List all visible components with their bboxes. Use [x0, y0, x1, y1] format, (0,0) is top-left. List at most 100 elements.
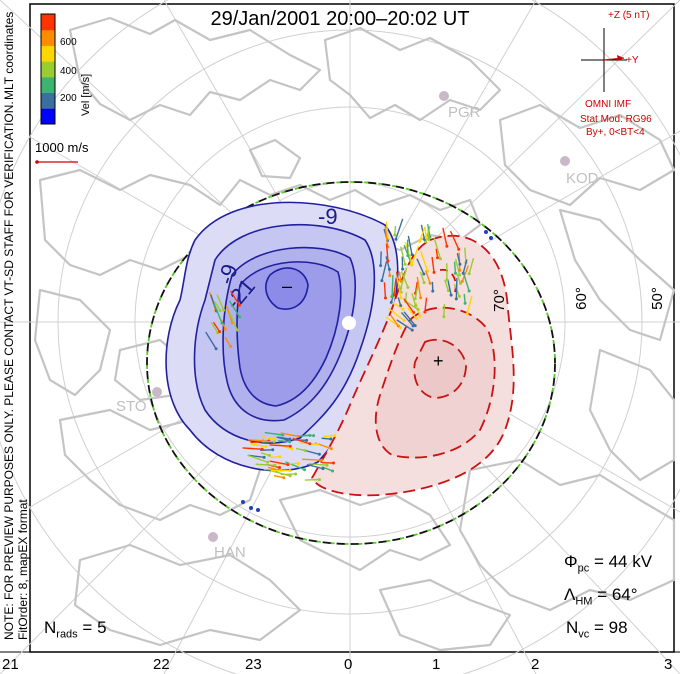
velocity-vector-origin	[218, 309, 222, 313]
velocity-vector-origin	[442, 315, 446, 319]
preview-note: NOTE: FOR PREVIEW PURPOSES ONLY. PLEASE …	[2, 101, 16, 640]
velocity-vector-origin	[410, 253, 414, 257]
velocity-vector-origin	[398, 326, 402, 330]
velocity-vector-origin	[389, 300, 393, 304]
coastlines	[33, 16, 676, 652]
velocity-vector-origin	[272, 437, 276, 441]
stat-lambda: ΛHM = 64°	[564, 585, 638, 607]
imf-clock-dial	[581, 28, 627, 92]
stat-nrads-value: = 5	[82, 618, 107, 637]
velocity-vector-origin	[399, 296, 403, 300]
pole-marker	[342, 316, 356, 330]
velocity-vector	[419, 271, 425, 283]
velocity-vector-origin	[288, 474, 292, 478]
stat-lambda-symbol: Λ	[564, 585, 576, 604]
velocity-vector-origin	[446, 288, 450, 292]
velocity-vector-origin	[411, 324, 415, 328]
imf-y-label: +Y	[626, 55, 639, 66]
mlt-label-23: 23	[245, 656, 262, 673]
velocity-vector	[392, 302, 404, 310]
stat-lambda-value: = 64°	[597, 585, 638, 604]
velocity-vector	[404, 242, 413, 263]
velocity-vector-origin	[423, 310, 427, 314]
velocity-vector-origin	[317, 478, 321, 482]
colorbar-tick-600: 600	[60, 37, 77, 48]
mlt-label-21: 21	[2, 656, 19, 673]
latitude-label-70: 70°	[490, 289, 508, 312]
colorbar-tick-200: 200	[60, 93, 77, 104]
velocity-vector	[414, 281, 418, 294]
velocity-colorbar	[41, 14, 55, 125]
colorbar-segment	[41, 45, 55, 62]
velocity-vector-origin	[399, 304, 403, 308]
velocity-vector	[449, 230, 460, 250]
colorbar-segment	[41, 92, 55, 109]
velocity-vector-origin	[383, 296, 387, 300]
velocity-vector-origin	[249, 506, 253, 510]
stat-nvc: Nvc = 98	[566, 618, 628, 640]
velocity-vector	[250, 443, 267, 448]
velocity-vector	[400, 311, 414, 327]
colorbar-segment	[41, 61, 55, 78]
velocity-vector	[394, 225, 397, 236]
velocity-vector-origin	[458, 281, 462, 285]
velocity-vector-origin	[418, 314, 422, 318]
stat-lambda-subscript: HM	[575, 595, 593, 608]
velocity-vector-origin	[457, 294, 461, 298]
velocity-vector-origin	[461, 271, 465, 275]
velocity-vector	[407, 307, 418, 320]
velocity-vector	[416, 258, 425, 275]
velocity-vector	[431, 256, 435, 273]
velocity-vector-origin	[403, 262, 407, 266]
velocity-vector-origin	[410, 328, 414, 332]
velocity-vector-origin	[379, 264, 383, 268]
colorbar-segment	[41, 76, 55, 94]
velocity-vector-origin	[458, 262, 462, 266]
stat-phi-subscript: pc	[577, 562, 590, 575]
stat-nvc-value: = 98	[594, 618, 628, 637]
velocity-vector	[224, 336, 232, 347]
velocity-vector	[214, 301, 221, 311]
velocity-vector	[225, 305, 233, 324]
velocity-vector-origin	[428, 281, 432, 285]
colorbar-tick-400: 400	[60, 66, 77, 77]
velocity-vector-origin	[303, 449, 307, 453]
coordinate-system-label: MLT coordinates	[2, 11, 16, 100]
velocity-vector-origin	[288, 437, 292, 441]
velocity-vector-origin	[264, 445, 268, 449]
velocity-vector	[385, 243, 389, 262]
velocity-vector	[270, 470, 291, 477]
velocity-vector	[456, 253, 461, 265]
velocity-vector	[403, 311, 416, 327]
velocity-vector-origin	[331, 469, 335, 473]
velocity-vector	[381, 261, 388, 281]
colorbar-label: Vel [m/s]	[80, 73, 92, 116]
velocity-vector-origin	[415, 317, 419, 321]
velocity-vector-origin	[467, 272, 471, 276]
velocity-vector-origin	[319, 458, 323, 462]
velocity-vector-origin	[387, 267, 391, 271]
velocity-vector	[212, 321, 221, 332]
velocity-vector	[210, 321, 219, 334]
stat-nvc-subscript: vc	[578, 628, 590, 641]
velocity-vector	[213, 304, 223, 324]
velocity-vector	[433, 237, 442, 260]
velocity-vector-origin	[458, 268, 462, 272]
velocity-vector	[292, 437, 311, 445]
velocity-vector-origin	[278, 455, 282, 459]
colorbar-segment	[41, 108, 55, 125]
velocity-vector-origin	[406, 285, 410, 289]
velocity-vector-origin	[457, 247, 461, 251]
velocity-vector-origin	[325, 463, 329, 467]
velocity-vector-origin	[414, 304, 418, 308]
velocity-vector-origin	[467, 289, 471, 293]
velocity-vector	[269, 460, 289, 466]
velocity-vector	[396, 277, 402, 299]
velocity-vector-origin	[268, 453, 272, 457]
velocity-vector	[273, 474, 284, 479]
velocity-vector-origin	[388, 274, 392, 278]
negative-cell-center: –	[282, 276, 292, 296]
velocity-vector-origin	[445, 278, 449, 282]
velocity-vector	[261, 436, 274, 440]
velocity-vector	[391, 275, 394, 297]
